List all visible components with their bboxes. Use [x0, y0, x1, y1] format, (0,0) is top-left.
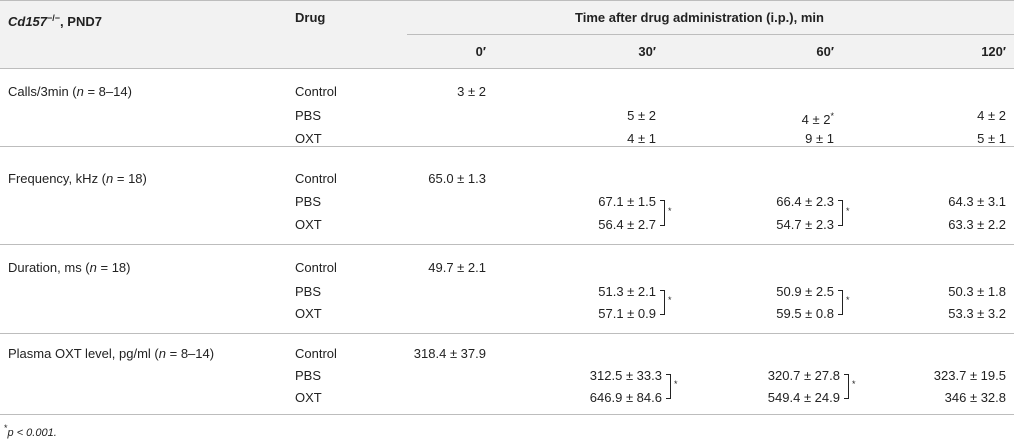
- cell-plasma-oxt-pbs-30: 312.5 ± 33.3: [589, 368, 662, 383]
- significance-asterisk: *: [674, 379, 678, 389]
- header-time-60: 60′: [816, 44, 834, 59]
- cell-frequency-pbs-30: 67.1 ± 1.5: [598, 194, 656, 209]
- cell-plasma-oxt-pbs-60: 320.7 ± 27.8: [767, 368, 840, 383]
- significance-asterisk: *: [846, 295, 850, 305]
- cell-calls-oxt-120: 5 ± 1: [977, 131, 1006, 146]
- significance-asterisk: *: [846, 206, 850, 216]
- top-rule: [0, 0, 1014, 1]
- cell-calls-oxt-30: 4 ± 1: [627, 131, 656, 146]
- row-divider: [0, 333, 1014, 334]
- cell-frequency-oxt-60: 54.7 ± 2.3: [776, 217, 834, 232]
- table-bottom-rule: [0, 414, 1014, 415]
- row-label-frequency: Frequency, kHz (n = 18): [8, 171, 147, 186]
- drug-oxt: OXT: [295, 306, 322, 321]
- cell-plasma-oxt-pbs-120: 323.7 ± 19.5: [933, 368, 1006, 383]
- cell-calls-oxt-60: 9 ± 1: [805, 131, 834, 146]
- drug-pbs: PBS: [295, 194, 322, 209]
- significance-asterisk: *: [852, 379, 856, 389]
- header-time-group: Time after drug administration (i.p.), m…: [575, 10, 824, 25]
- cell-duration-pbs-30: 51.3 ± 2.1: [598, 284, 656, 299]
- cell-frequency-oxt-30: 56.4 ± 2.7: [598, 217, 656, 232]
- drug-control: Control: [295, 260, 337, 275]
- significance-bracket: [838, 200, 843, 226]
- cell-plasma-oxt-oxt-60: 549.4 ± 24.9: [767, 390, 840, 405]
- time-group-rule: [407, 34, 1014, 35]
- drug-oxt: OXT: [295, 217, 322, 232]
- cell-plasma-oxt-oxt-120: 346 ± 32.8: [944, 390, 1006, 405]
- cell-duration-pbs-60: 50.9 ± 2.5: [776, 284, 834, 299]
- significance-bracket: [660, 200, 665, 226]
- significance-asterisk: *: [668, 295, 672, 305]
- cell-frequency-control: 65.0 ± 1.3: [428, 171, 486, 186]
- header-drug: Drug: [295, 10, 326, 25]
- cell-calls-pbs-120: 4 ± 2: [977, 108, 1006, 123]
- cell-frequency-pbs-60: 66.4 ± 2.3: [776, 194, 834, 209]
- drug-control: Control: [295, 84, 337, 99]
- drug-oxt: OXT: [295, 390, 322, 405]
- significance-bracket: [838, 290, 843, 315]
- drug-oxt: OXT: [295, 131, 322, 146]
- cell-plasma-oxt-oxt-30: 646.9 ± 84.6: [589, 390, 662, 405]
- header-genotype: Cd157−/−, PND7: [8, 13, 102, 29]
- significance-bracket: [844, 374, 849, 399]
- row-label-calls: Calls/3min (n = 8–14): [8, 84, 132, 99]
- cell-plasma-oxt-control: 318.4 ± 37.9: [413, 346, 486, 361]
- cell-duration-oxt-60: 59.5 ± 0.8: [776, 306, 834, 321]
- drug-pbs: PBS: [295, 368, 322, 383]
- row-label-duration: Duration, ms (n = 18): [8, 260, 131, 275]
- cell-frequency-oxt-120: 63.3 ± 2.2: [948, 217, 1006, 232]
- cell-calls-pbs-60: 4 ± 2*: [801, 111, 834, 127]
- row-divider: [0, 146, 1014, 147]
- cell-duration-pbs-120: 50.3 ± 1.8: [948, 284, 1006, 299]
- drug-control: Control: [295, 171, 337, 186]
- significance-bracket: [660, 290, 665, 315]
- cell-calls-control: 3 ± 2: [457, 84, 486, 99]
- drug-control: Control: [295, 346, 337, 361]
- row-divider: [0, 244, 1014, 245]
- cell-duration-oxt-30: 57.1 ± 0.9: [598, 306, 656, 321]
- significance-asterisk: *: [668, 206, 672, 216]
- header-bottom-rule: [0, 68, 1014, 69]
- cell-calls-pbs-30: 5 ± 2: [627, 108, 656, 123]
- drug-pbs: PBS: [295, 284, 322, 299]
- row-label-plasma-oxt: Plasma OXT level, pg/ml (n = 8–14): [8, 346, 215, 361]
- header-time-120: 120′: [981, 44, 1006, 59]
- significance-bracket: [666, 374, 671, 399]
- drug-pbs: PBS: [295, 108, 322, 123]
- header-time-0: 0′: [475, 44, 486, 59]
- cell-frequency-pbs-120: 64.3 ± 3.1: [948, 194, 1006, 209]
- header-time-30: 30′: [638, 44, 656, 59]
- cell-duration-oxt-120: 53.3 ± 3.2: [948, 306, 1006, 321]
- table-footnote: *p < 0.001.: [4, 423, 57, 439]
- cell-duration-control: 49.7 ± 2.1: [428, 260, 486, 275]
